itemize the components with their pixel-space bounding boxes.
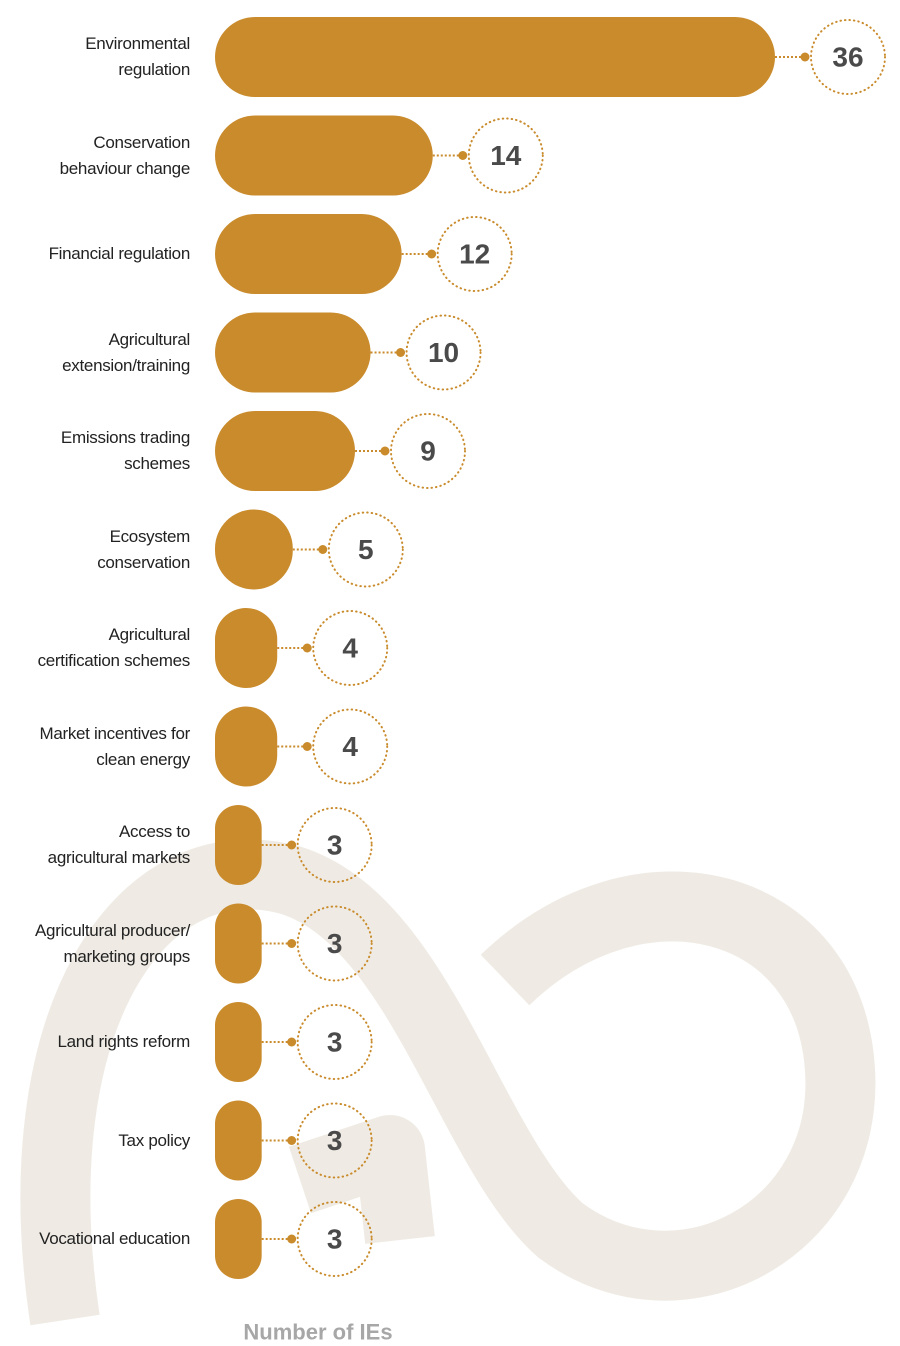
category-label: Vocational education: [39, 1229, 190, 1248]
connector-dot: [287, 1234, 297, 1244]
value-label: 4: [342, 633, 358, 664]
background-motif: [20, 839, 876, 1326]
value-ring: [390, 413, 466, 489]
connector-dot: [287, 1136, 297, 1145]
value-label: 3: [327, 1224, 343, 1255]
connector-dot: [800, 52, 810, 62]
category-label: Ecosystem conservation: [97, 526, 190, 572]
category-label: Emissions trading schemes: [60, 428, 190, 473]
category-label: Agricultural extension/training: [62, 329, 190, 375]
connector-dot: [318, 545, 328, 554]
category-label: Tax policy: [118, 1130, 190, 1150]
bar: [215, 1002, 262, 1082]
connector-dot: [458, 151, 468, 160]
value-ring: [312, 610, 389, 686]
connector-dot: [427, 249, 437, 259]
category-label: Access to agricultural markets: [47, 822, 191, 867]
bar: [215, 1199, 262, 1279]
category-label: Agricultural producer/ marketing groups: [35, 920, 190, 966]
value-ring: [312, 708, 389, 785]
value-label: 4: [342, 731, 358, 762]
connector-dot: [287, 1037, 297, 1047]
value-label: 10: [428, 337, 459, 368]
value-ring: [467, 117, 544, 194]
category-label: Agricultural certification schemes: [37, 625, 191, 670]
bar: [215, 115, 433, 196]
value-label: 12: [459, 239, 490, 270]
value-label: 5: [358, 534, 374, 565]
value-label: 3: [327, 830, 343, 861]
value-label: 3: [327, 928, 343, 959]
category-label: Financial regulation: [48, 244, 191, 263]
connector-dot: [302, 742, 312, 751]
value-ring: [436, 216, 513, 292]
bar: [215, 608, 278, 688]
bar: [215, 411, 355, 491]
bar: [215, 1100, 262, 1181]
value-label: 36: [832, 42, 863, 73]
connector-dot: [396, 348, 406, 357]
category-label: Environmental regulation: [85, 34, 190, 79]
category-label: Market incentives for clean energy: [39, 723, 190, 769]
category-label: Land rights reform: [57, 1032, 190, 1051]
x-axis-label: Number of IEs: [243, 1320, 392, 1345]
bar: [215, 509, 293, 590]
value-ring: [296, 807, 373, 883]
value-label: 9: [420, 436, 436, 467]
connector-dot: [287, 840, 297, 850]
value-label: 3: [327, 1125, 343, 1156]
value-label: 3: [327, 1027, 343, 1058]
connector-dot: [302, 643, 312, 653]
bar: [215, 706, 278, 787]
value-ring: [810, 19, 886, 95]
value-label: 14: [490, 140, 522, 171]
bar: [215, 805, 262, 885]
bar: [215, 17, 775, 97]
value-ring: [296, 905, 373, 982]
value-ring: [296, 1201, 373, 1277]
bar: [215, 214, 402, 294]
bar: [215, 312, 371, 393]
bar: [215, 903, 262, 984]
value-ring: [296, 1102, 373, 1179]
connector-dot: [287, 939, 297, 948]
value-ring: [296, 1004, 373, 1080]
value-ring: [327, 511, 404, 588]
category-label: Conservation behaviour change: [59, 132, 191, 178]
connector-dot: [380, 446, 390, 456]
value-ring: [405, 314, 482, 391]
